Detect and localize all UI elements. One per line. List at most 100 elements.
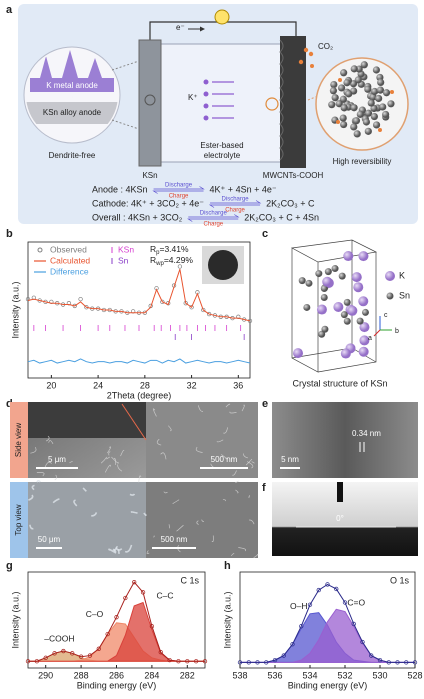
component-label: C–C (157, 591, 174, 601)
data-point (386, 660, 391, 665)
tube-atom (354, 76, 362, 84)
tube-atom (376, 86, 385, 94)
tube-atom (387, 100, 395, 108)
fiber (235, 480, 239, 484)
needle (337, 482, 343, 502)
fiber (223, 427, 228, 434)
equation-left: Cathode: 4K⁺ + 3CO₂ + 4e⁻ (92, 198, 204, 208)
fiber (28, 494, 34, 501)
fiber (111, 456, 119, 464)
fiber (36, 479, 41, 483)
fiber (163, 491, 168, 494)
x-tick-label: 290 (38, 670, 53, 680)
legend-marker (386, 292, 394, 300)
observed-point (189, 305, 194, 310)
arrow (200, 26, 205, 32)
crystal-cell (290, 239, 378, 373)
tube-atom (330, 80, 338, 89)
data-point (176, 659, 181, 664)
fiber (195, 446, 203, 453)
data-point (299, 624, 304, 629)
fiber (138, 475, 142, 483)
fiber (243, 453, 248, 459)
tube-atom (370, 104, 378, 113)
fiber (222, 499, 226, 502)
fiber (117, 464, 123, 472)
equation-arrow (187, 214, 240, 222)
fiber (124, 544, 133, 553)
fiber (152, 408, 157, 417)
chart-title: C 1s (180, 575, 199, 585)
x-tick-label: 24 (93, 380, 103, 390)
zoom-spot (265, 97, 279, 111)
equation-forward: Discharge (222, 197, 250, 203)
sn-atom (318, 330, 326, 338)
fiber (120, 449, 125, 457)
dendrites (30, 50, 114, 92)
annotation-sub: wp (155, 261, 164, 267)
label: Dendrite-free (49, 151, 96, 160)
observed-point (160, 299, 165, 304)
envelope-line (28, 581, 205, 662)
equation-forward: Discharge (200, 211, 228, 217)
component-peak (240, 608, 415, 663)
data-point (149, 624, 155, 629)
component-label: –COOH (44, 633, 74, 643)
x-tick-label: 20 (46, 380, 56, 390)
panel-label: a (6, 4, 13, 16)
fiber (104, 464, 112, 473)
legend-label: Sn (118, 255, 129, 265)
sn-atom (303, 303, 311, 311)
tube-atom (345, 90, 353, 98)
fiber (69, 461, 73, 464)
legend-label: Calculated (50, 255, 90, 265)
k-atom (358, 251, 369, 262)
label: KSn (142, 171, 157, 180)
cell-frame (290, 239, 378, 373)
zoom-spot (144, 94, 156, 106)
fiber (160, 452, 167, 460)
tube-atom (367, 99, 375, 107)
fiber (44, 461, 52, 469)
fiber (113, 545, 118, 552)
tube-atom (370, 112, 378, 121)
data-point (193, 659, 199, 664)
anode (138, 39, 162, 167)
tube-atom (372, 66, 381, 74)
fiber (251, 461, 255, 464)
series-line (27, 358, 251, 364)
tube-atom (340, 69, 348, 77)
component-label: C–O (86, 609, 104, 619)
data-point (272, 657, 278, 663)
fiber (168, 524, 171, 529)
panel-label: b (6, 228, 13, 240)
x-tick-label: 36 (233, 380, 243, 390)
data-point (360, 639, 365, 645)
k-atom (333, 301, 344, 312)
label: e⁻ (176, 23, 185, 32)
fiber (29, 524, 34, 530)
sem-image (28, 482, 146, 558)
x-tick-label: 282 (180, 670, 195, 680)
data-point (70, 651, 75, 656)
label: MWCNTs-COOH (263, 171, 324, 180)
x-tick-label: 538 (232, 670, 247, 680)
observed-point (201, 307, 206, 313)
equation-left: Anode : 4KSn (92, 184, 148, 194)
data-point (96, 646, 101, 651)
data-point (395, 660, 400, 665)
data-point (342, 600, 348, 605)
data-point (123, 595, 128, 601)
label: K metal anode (46, 81, 98, 90)
tem-image (272, 402, 418, 478)
tube-atom (371, 87, 379, 96)
tube-atom (356, 110, 364, 118)
sn-atom (305, 279, 313, 287)
data-point (52, 651, 57, 656)
equation-forward: Discharge (165, 183, 193, 189)
data-point (264, 660, 269, 665)
legend-marker (37, 247, 43, 253)
k-atom (353, 282, 364, 293)
tube-atom (352, 117, 361, 125)
